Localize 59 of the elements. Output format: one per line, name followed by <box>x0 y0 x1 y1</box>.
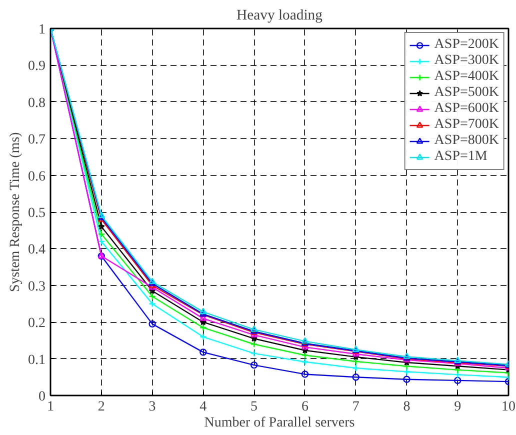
point <box>148 300 156 308</box>
legend-label: ASP=1M <box>434 149 488 165</box>
y-tick-label: 0.5 <box>28 206 46 221</box>
point <box>98 223 105 230</box>
y-tick-label: 0.6 <box>28 169 46 184</box>
point <box>200 318 207 326</box>
x-tick-label: 9 <box>454 400 462 414</box>
point <box>98 230 105 238</box>
point <box>200 314 207 321</box>
point <box>200 324 207 332</box>
point <box>403 376 410 383</box>
legend-label: ASP=800K <box>434 133 499 149</box>
point <box>250 350 258 357</box>
point <box>148 320 156 328</box>
legend-label: ASP=700K <box>434 117 499 133</box>
y-tick-label: 0.4 <box>28 242 46 258</box>
point <box>301 346 308 354</box>
legend-label: ASP=200K <box>434 37 499 53</box>
point <box>250 340 258 348</box>
legend-label: ASP=600K <box>434 101 499 117</box>
point <box>200 333 207 340</box>
point <box>454 370 462 378</box>
point <box>148 287 156 294</box>
point <box>301 358 309 366</box>
y-axis-title: System Response Time (ms) <box>8 132 23 292</box>
x-tick-label: 3 <box>148 400 156 414</box>
x-tick-label: 2 <box>98 400 105 414</box>
point <box>200 348 207 356</box>
point <box>352 374 360 381</box>
x-tick-label: 6 <box>301 400 308 414</box>
legend-label: ASP=500K <box>434 85 499 101</box>
chart-title: Heavy loading <box>236 8 324 24</box>
x-tick-label: 4 <box>200 400 207 414</box>
x-tick-label: 10 <box>502 400 516 414</box>
x-tick-label: 7 <box>352 400 360 414</box>
point <box>148 292 156 300</box>
point <box>454 366 462 374</box>
legend-label: ASP=400K <box>434 69 499 85</box>
point <box>403 362 410 370</box>
point <box>250 361 258 369</box>
point <box>301 352 309 359</box>
y-tick-label: 0.1 <box>28 352 46 368</box>
point <box>301 370 309 378</box>
y-tick-label: 0 <box>38 390 46 404</box>
y-tick-label: 0.2 <box>28 316 46 332</box>
x-tick-label: 5 <box>250 400 258 414</box>
point <box>403 368 410 376</box>
point <box>250 335 258 342</box>
x-axis-title: Number of Parallel servers <box>204 416 355 430</box>
y-tick-label: 1 <box>38 22 46 38</box>
y-tick-label: 0.8 <box>28 96 46 111</box>
y-tick-label: 0.3 <box>28 279 46 294</box>
legend-label: ASP=300K <box>434 53 499 69</box>
point <box>98 238 105 245</box>
x-tick-label: 8 <box>403 400 410 414</box>
y-tick-label: 0.9 <box>28 59 46 74</box>
point <box>454 376 462 384</box>
point <box>352 364 360 372</box>
y-tick-label: 0.7 <box>28 132 46 148</box>
